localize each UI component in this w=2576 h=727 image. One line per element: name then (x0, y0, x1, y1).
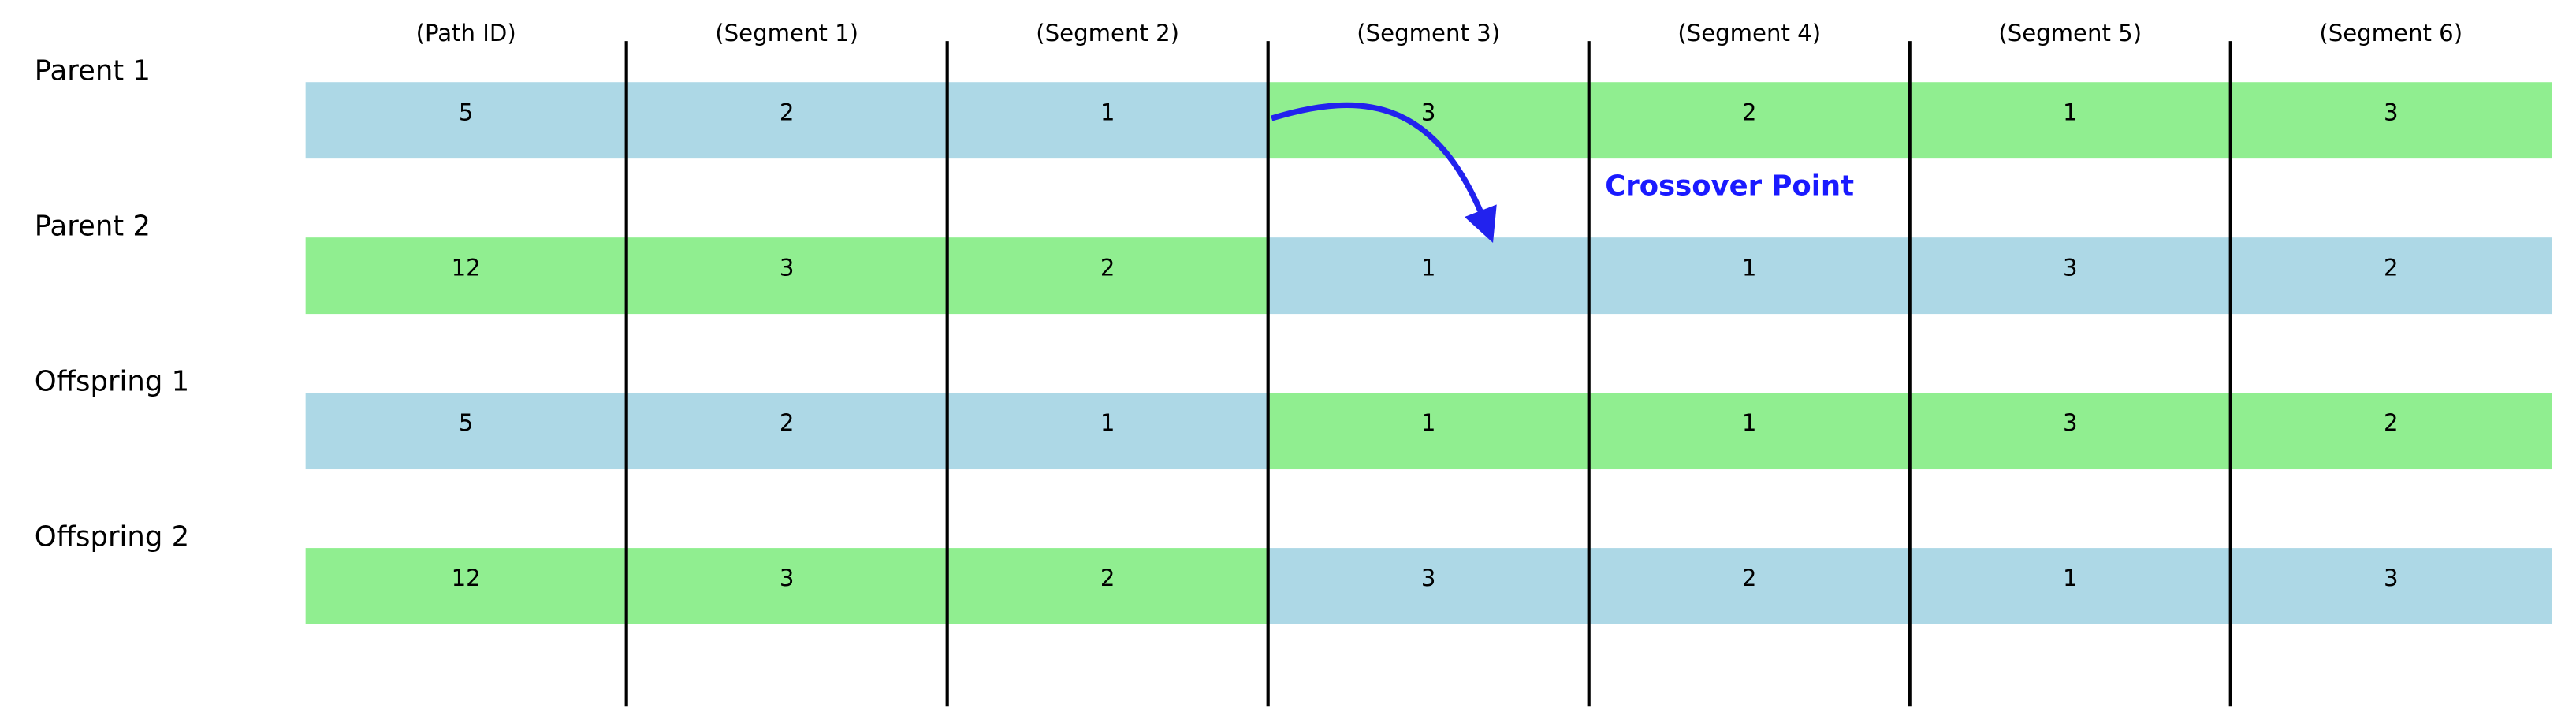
cell-background (1268, 82, 1590, 159)
cell-background (305, 548, 627, 624)
cell-background (947, 548, 1269, 624)
cell-value: 2 (780, 409, 795, 436)
cell-value: 2 (1742, 99, 1757, 125)
cell-background (2230, 237, 2552, 315)
cell-value: 3 (1421, 99, 1436, 125)
cell-background (626, 548, 948, 624)
cell-value: 3 (1421, 565, 1436, 591)
cell-background (1268, 548, 1590, 624)
cell-value: 3 (2063, 409, 2078, 436)
cell-value: 1 (1742, 409, 1757, 436)
cell-value: 3 (780, 254, 795, 281)
column-header: (Segment 1) (715, 20, 858, 47)
cell-value: 1 (1100, 409, 1115, 436)
crossover-arrow (1271, 102, 1497, 244)
cell-background (2230, 82, 2552, 159)
cell-background (305, 393, 627, 470)
cell-value: 1 (2063, 565, 2078, 591)
cell-value: 1 (2063, 99, 2078, 125)
row-label: Offspring 2 (35, 521, 189, 554)
cell-background (1268, 237, 1590, 315)
row-label: Parent 2 (35, 211, 151, 243)
text-layer: (Path ID) (Segment 1) (Segment 2) (Segment … (35, 20, 2462, 591)
column-header: (Path ID) (416, 20, 516, 47)
cell-value: 2 (1100, 565, 1115, 591)
cell-background (626, 393, 948, 470)
cell-background (947, 82, 1269, 159)
cell-background (305, 82, 627, 159)
annotation: Crossover Point (1605, 170, 1854, 203)
column-header: (Segment 3) (1357, 20, 1500, 47)
column-header: (Segment 5) (1998, 20, 2142, 47)
cell-value: 2 (780, 99, 795, 125)
cell-value: 3 (2384, 565, 2399, 591)
cell-background (626, 82, 948, 159)
cell-background (947, 393, 1269, 470)
cell-background (1588, 393, 1911, 470)
cell-background (2230, 393, 2552, 470)
cell-value: 1 (1421, 254, 1436, 281)
cell-background (1588, 237, 1911, 315)
cell-background (1588, 548, 1911, 624)
row-label: Parent 1 (35, 55, 151, 88)
cell-value: 5 (459, 409, 474, 436)
cell-background (1909, 548, 2232, 624)
cell-value: 2 (2384, 409, 2399, 436)
cell-value: 3 (2384, 99, 2399, 125)
cells-layer (305, 82, 2552, 624)
column-header: (Segment 4) (1677, 20, 1821, 47)
cell-value: 5 (459, 99, 474, 125)
cell-background (947, 237, 1269, 315)
cell-value: 2 (1100, 254, 1115, 281)
cell-background (2230, 548, 2552, 624)
cell-background (1909, 237, 2232, 315)
cell-value: 1 (1742, 254, 1757, 281)
cell-background (1588, 82, 1911, 159)
cell-background (1268, 393, 1590, 470)
column-header: (Segment 6) (2319, 20, 2462, 47)
cell-value: 3 (2063, 254, 2078, 281)
cell-background (626, 237, 948, 315)
cell-value: 12 (452, 254, 481, 281)
cell-value: 12 (452, 565, 481, 591)
cell-value: 1 (1421, 409, 1436, 436)
cell-background (1909, 393, 2232, 470)
column-header: (Segment 2) (1036, 20, 1179, 47)
cell-background (305, 237, 627, 315)
cell-value: 2 (1742, 565, 1757, 591)
cell-value: 2 (2384, 254, 2399, 281)
row-label: Offspring 1 (35, 366, 189, 398)
cell-background (1909, 82, 2232, 159)
lines-layer (624, 41, 2232, 707)
cell-value: 3 (780, 565, 795, 591)
cell-value: 1 (1100, 99, 1115, 125)
